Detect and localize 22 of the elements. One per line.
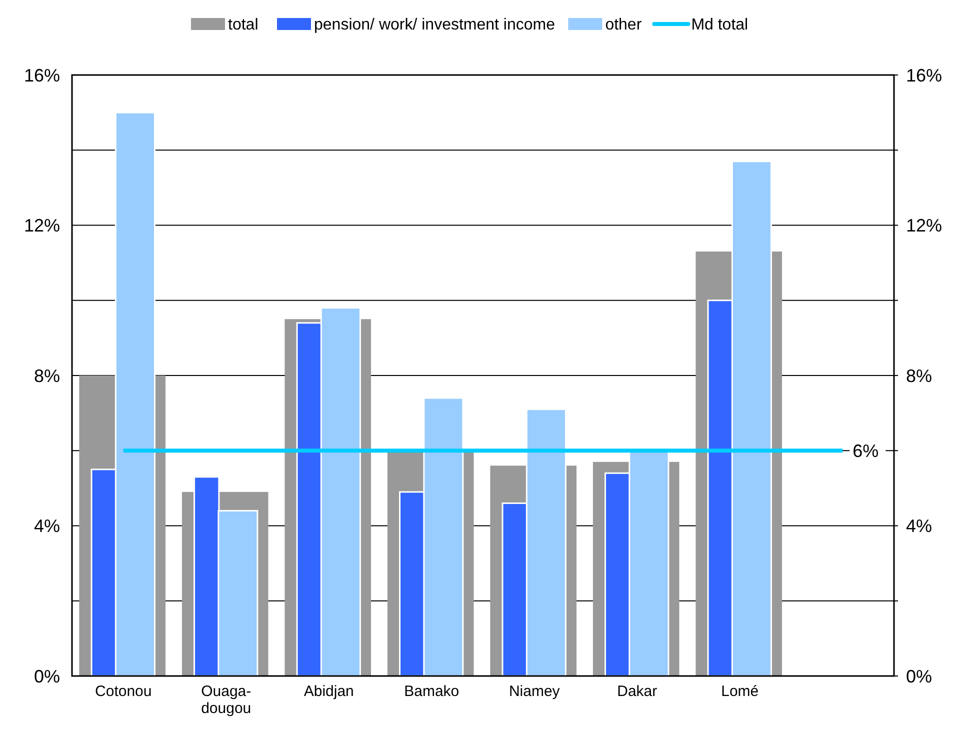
x-tick-label: Abidjan [304,683,354,700]
y-tick-label: 8% [34,366,60,386]
legend-label: pension/ work/ investment income [314,16,556,34]
y2-tick-label: 4% [906,516,932,536]
x-tick-label: Cotonou [95,683,152,700]
x-tick-label: Dakar [617,683,658,700]
y2-tick-label: 8% [906,366,932,386]
legend-label: total [228,16,258,34]
data-label: 6% [852,440,879,461]
x-tick-label: Bamako [404,683,460,700]
x-tick-label: Lomé [721,683,759,700]
x-tick-label: Niamey [508,683,560,700]
y2-tick-label: 12% [906,216,942,236]
x-tick-label: Ouaga- dougou [201,683,252,717]
y-tick-label: 16% [24,65,60,86]
y-tick-label: 4% [34,516,60,536]
y2-tick-label: 0% [906,666,932,686]
y-tick-label: 12% [24,216,60,236]
y2-tick-label: 16% [906,65,942,86]
legend-label: Md total [691,16,748,34]
y-tick-label: 0% [34,666,60,686]
legend-label: other [605,16,642,34]
